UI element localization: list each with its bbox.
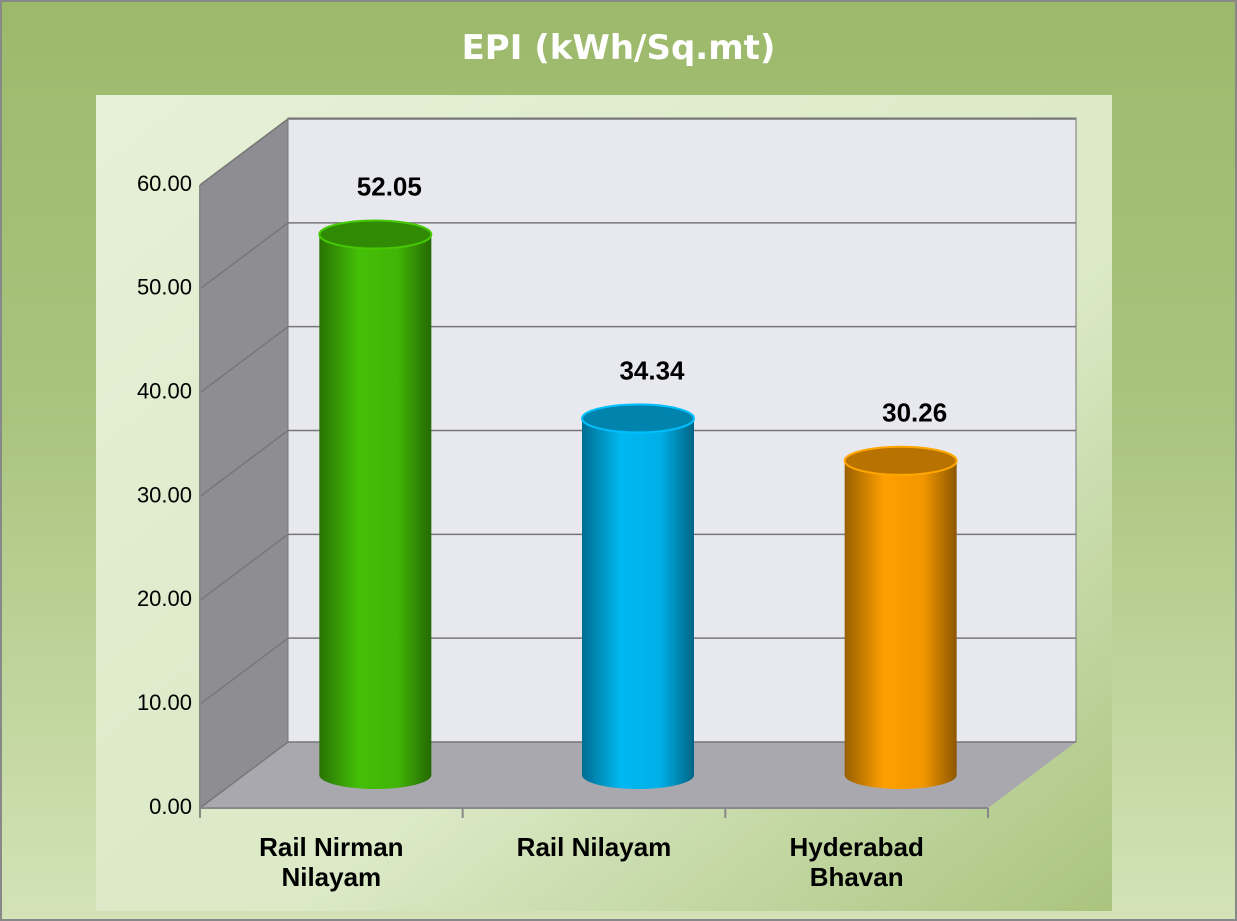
bar-top — [843, 445, 958, 476]
chart-title: EPI (kWh/Sq.mt) — [461, 28, 776, 68]
bar — [843, 445, 958, 789]
y-tick-label: 40.00 — [137, 378, 192, 403]
bar-top — [318, 219, 433, 250]
grid-line — [199, 326, 289, 394]
y-tick-label: 60.00 — [137, 171, 192, 196]
value-label: 34.34 — [619, 355, 685, 385]
grid-line — [199, 533, 289, 601]
y-tick-label: 0.00 — [149, 794, 192, 819]
bar-body — [844, 460, 957, 775]
bar-body — [319, 234, 432, 776]
bar-top — [581, 403, 695, 434]
bar-body — [582, 418, 694, 775]
grid-line — [199, 118, 289, 186]
x-tick-label: Hyderabad Bhavan — [789, 832, 924, 892]
x-tick-label: Rail Nirman Nilayam — [259, 832, 404, 892]
bar — [318, 219, 433, 789]
y-tick-label: 20.00 — [137, 586, 192, 611]
grid-line — [199, 429, 289, 498]
grid-line — [199, 741, 289, 809]
value-label: 30.26 — [882, 398, 947, 428]
value-label: 52.05 — [357, 171, 422, 201]
grid-line — [199, 222, 289, 290]
y-tick-label: 50.00 — [137, 275, 192, 300]
x-tick-label: Rail Nilayam — [516, 832, 672, 862]
grid-line — [199, 637, 289, 705]
bar — [581, 403, 695, 789]
y-tick-label: 30.00 — [137, 482, 192, 507]
y-tick-label: 10.00 — [137, 690, 192, 715]
